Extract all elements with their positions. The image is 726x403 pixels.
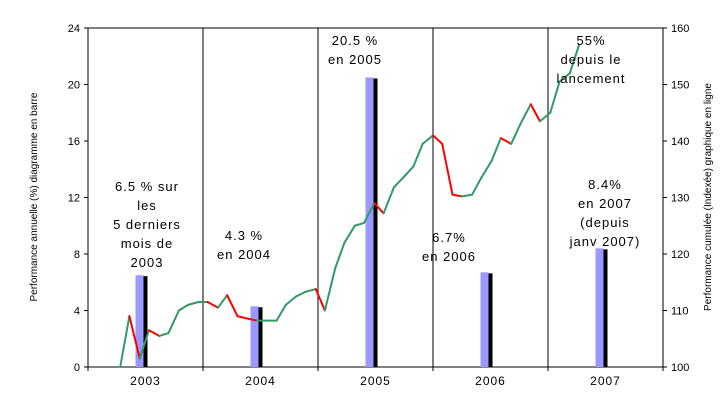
y-left-tick-label: 16 [68, 136, 80, 148]
line-segment [558, 72, 571, 83]
y-right-tick-label: 130 [671, 193, 689, 205]
line-segment [147, 329, 161, 337]
annotation-line: en 2006 [422, 249, 476, 264]
line-segment [167, 309, 180, 335]
annotation-line: 55% [576, 33, 605, 48]
annotation-line: mois de [121, 236, 174, 251]
annotation-line: 8.4% [588, 177, 622, 192]
line-segment [549, 80, 561, 114]
line-segment [382, 186, 395, 215]
line-segment [392, 176, 405, 189]
y-left-tick-label: 24 [68, 23, 80, 35]
x-tick-label: 2004 [245, 374, 276, 388]
bar [250, 306, 259, 367]
line-segment [119, 315, 131, 368]
line-segment [353, 221, 365, 227]
annotation-line: en 2007 [578, 196, 632, 211]
x-tick-label: 2003 [130, 374, 161, 388]
line-segment [158, 332, 170, 337]
x-tick-label: 2005 [360, 374, 391, 388]
annotation-line: depuis le [560, 52, 621, 67]
line-segment [402, 165, 415, 179]
y-axis-left: 0 4 8 12 16 20 24 [68, 23, 88, 374]
line-segment [373, 202, 385, 215]
annotation-line: (depuis [580, 215, 630, 230]
y-right-tick-label: 140 [671, 136, 689, 148]
line-segment [510, 123, 522, 145]
line-segment [128, 315, 141, 360]
annotation-line: 20.5 % [332, 33, 378, 48]
line-segment [187, 301, 200, 306]
line-segment [284, 295, 298, 306]
annotation-line: 4.3 % [225, 228, 263, 243]
line-segment [412, 142, 424, 168]
line-segment [343, 224, 356, 244]
line-segment [206, 301, 219, 309]
line-segment [480, 159, 493, 179]
bar-series [135, 77, 608, 367]
line-segment [529, 103, 541, 123]
line-segment [226, 294, 239, 318]
category-separators [202, 28, 549, 367]
line-segment [236, 315, 248, 320]
y-right-tick-label: 120 [671, 249, 689, 261]
x-tick-label: 2006 [475, 374, 506, 388]
line-segment [421, 134, 434, 145]
y-axis-right: 100 110 120 130 140 150 160 [663, 23, 689, 374]
bar [135, 275, 144, 367]
y-right-tick-label: 100 [671, 362, 689, 374]
annotation-line: en 2004 [217, 247, 271, 262]
x-axis: 2003 2004 2005 2006 2007 [87, 367, 664, 388]
bar [365, 77, 374, 367]
bar [480, 272, 489, 367]
y-left-tick-label: 12 [68, 193, 80, 205]
line-segment [245, 317, 259, 322]
y-left-tick-label: 20 [68, 80, 80, 92]
line-segment [314, 288, 326, 312]
line-segment [460, 193, 474, 198]
annotation-line: lancement [557, 71, 626, 86]
annotation-line: 6.5 % sur [115, 179, 179, 194]
y-left-tick-label: 4 [74, 306, 80, 318]
y-axis-left-label: Performance annuelle (%) diagramme en ba… [29, 92, 40, 301]
line-segment [519, 103, 532, 126]
annotation-line: 6.7% [432, 230, 466, 245]
line-segment [441, 142, 454, 196]
line-segment [568, 43, 581, 75]
line-segment [177, 303, 190, 312]
line-segment [304, 288, 317, 293]
annotation-line: en 2005 [328, 52, 382, 67]
bar [595, 248, 604, 367]
y-right-tick-label: 110 [671, 306, 689, 318]
y-left-tick-label: 8 [74, 249, 80, 261]
line-segment [363, 202, 376, 224]
line-segment [138, 329, 150, 360]
line-segment [334, 241, 346, 270]
line-segment [216, 294, 229, 309]
line-segment [490, 137, 502, 162]
line-segment [499, 137, 513, 145]
annotation-line: janv 2007) [569, 234, 641, 249]
y-left-tick-label: 0 [74, 362, 80, 374]
annotations: 6.5 % sur les 5 derniers mois de 2003 4.3 % en… [113, 33, 641, 270]
y-axis-right-label: Performance cumulée (Indexée) graphique … [703, 83, 714, 311]
line-segment [451, 193, 463, 198]
annotation-line: 2003 [131, 255, 164, 270]
line-segment [538, 111, 552, 123]
line-segment [295, 290, 307, 298]
line-segment [432, 134, 444, 145]
cumulative-line [119, 43, 581, 368]
annotation-line: les [137, 198, 157, 213]
y-right-tick-label: 150 [671, 80, 689, 92]
annotation-line: 5 derniers [113, 217, 181, 232]
y-right-tick-label: 160 [671, 23, 689, 35]
line-segment [275, 303, 287, 322]
line-segment [471, 176, 483, 196]
x-tick-label: 2007 [590, 374, 621, 388]
line-segment [323, 267, 337, 312]
